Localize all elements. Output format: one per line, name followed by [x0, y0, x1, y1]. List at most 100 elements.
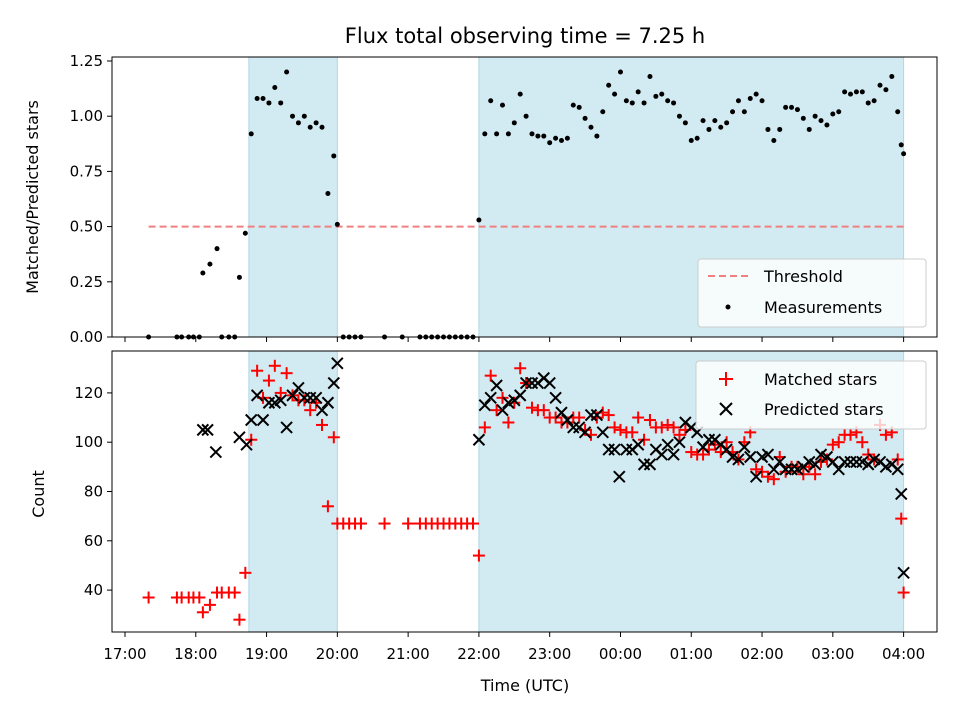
- matched-star-point: [879, 428, 892, 441]
- matched-star-point: [304, 404, 317, 417]
- x-tick-label: 21:00: [387, 645, 430, 663]
- matched-star-point: [573, 411, 586, 424]
- measurement-point: [331, 153, 337, 159]
- measurement-point: [676, 113, 682, 119]
- bottom-x-ticks: 17:00 18:00 19:00 20:00 21:00 22:00 23:00 00:00…: [103, 632, 925, 663]
- matched-star-point: [761, 470, 774, 483]
- top-y-tick-label: 0.25: [70, 273, 103, 291]
- predicted-star-point: [738, 440, 751, 454]
- predicted-star-point: [596, 426, 609, 439]
- measurement-point: [730, 109, 736, 115]
- measurement-point: [278, 100, 284, 106]
- matched-star-point: [327, 431, 340, 444]
- measurement-point: [623, 98, 629, 104]
- measurement-point: [617, 69, 623, 75]
- measurement-point: [254, 96, 260, 102]
- measurement-point: [647, 73, 653, 79]
- measurement-point: [272, 84, 278, 90]
- measurement-point: [236, 274, 242, 280]
- predicted-star-point: [808, 458, 822, 471]
- measurement-point: [523, 113, 529, 119]
- measurement-point: [582, 115, 588, 121]
- bottom-y-axis-label: Count: [29, 470, 48, 518]
- predicted-star-point: [256, 413, 270, 427]
- measurement-point: [570, 102, 576, 108]
- predicted-star-point: [637, 458, 651, 471]
- matched-star-point: [643, 414, 656, 427]
- measurement-point: [242, 230, 248, 236]
- matched-star-point: [614, 423, 627, 436]
- top-panel: 0.00 0.25 0.50 0.75 1.00 1.25 Matched/Predict…: [23, 52, 938, 346]
- measurement-point: [482, 131, 488, 137]
- measurement-point: [818, 118, 824, 124]
- predicted-stars-points: [196, 357, 910, 580]
- predicted-star-point: [897, 566, 910, 580]
- predicted-star-point: [602, 443, 615, 456]
- measurement-point: [576, 104, 582, 110]
- predicted-star-point: [732, 453, 745, 466]
- measurement-point: [759, 98, 765, 104]
- measurement-point: [853, 89, 859, 95]
- predicted-star-point: [298, 391, 311, 405]
- matched-star-point: [508, 396, 521, 409]
- predicted-star-point: [620, 443, 633, 456]
- measurement-point: [612, 91, 618, 97]
- measurement-point: [307, 124, 313, 130]
- measurement-point: [889, 73, 895, 79]
- predicted-star-point: [519, 376, 533, 390]
- legend-measurements-swatch: [725, 304, 731, 310]
- measurement-point: [836, 109, 842, 115]
- predicted-star-point: [490, 379, 503, 392]
- measurement-point: [859, 89, 865, 95]
- predicted-star-point: [655, 448, 668, 461]
- matched-star-point: [467, 517, 480, 530]
- measurement-point: [777, 126, 783, 132]
- predicted-star-point: [561, 413, 574, 427]
- predicted-star-point: [525, 376, 539, 390]
- measurement-point: [325, 190, 331, 196]
- measurement-point: [284, 69, 290, 75]
- predicted-star-point: [850, 455, 863, 469]
- predicted-star-point: [549, 391, 562, 405]
- matched-star-point: [321, 500, 334, 513]
- matched-star-point: [667, 421, 680, 434]
- measurement-point: [794, 107, 800, 113]
- measurement-point: [248, 131, 254, 137]
- predicted-star-point: [608, 443, 621, 456]
- measurement-point: [688, 137, 694, 143]
- measurement-point: [553, 135, 559, 141]
- measurement-point: [898, 142, 904, 148]
- top-axes-frame: [111, 56, 938, 338]
- measurement-point: [735, 98, 741, 104]
- matched-star-point: [856, 436, 869, 449]
- predicted-star-point: [209, 445, 223, 459]
- measurement-point: [500, 102, 506, 108]
- matched-star-point: [203, 598, 216, 611]
- measurement-point: [476, 217, 482, 223]
- measurement-point: [517, 91, 523, 97]
- predicted-star-point: [895, 487, 908, 501]
- matched-star-point: [514, 362, 527, 375]
- matched-star-point: [608, 421, 621, 434]
- measurement-point: [747, 96, 753, 102]
- predicted-star-point: [240, 438, 253, 451]
- measurement-point: [600, 109, 606, 115]
- x-tick-label: 04:00: [882, 645, 925, 663]
- matched-star-point: [268, 359, 281, 372]
- matched-star-point: [632, 411, 645, 424]
- bottom-y-tick-label: 40: [84, 581, 103, 599]
- x-axis-label: Time (UTC): [480, 676, 569, 695]
- matched-star-point: [767, 473, 780, 486]
- predicted-star-point: [891, 463, 904, 476]
- matched-star-point: [897, 586, 910, 599]
- top-legend-box: [697, 258, 927, 328]
- predicted-star-point: [484, 391, 497, 405]
- predicted-star-point: [250, 389, 264, 402]
- predicted-star-point: [844, 455, 857, 469]
- measurement-point: [741, 109, 747, 115]
- measurement-point: [535, 133, 541, 139]
- measurement-point: [706, 126, 712, 132]
- predicted-star-point: [201, 423, 214, 437]
- bottom-y-ticks: 40 60 80 100 120: [74, 384, 112, 599]
